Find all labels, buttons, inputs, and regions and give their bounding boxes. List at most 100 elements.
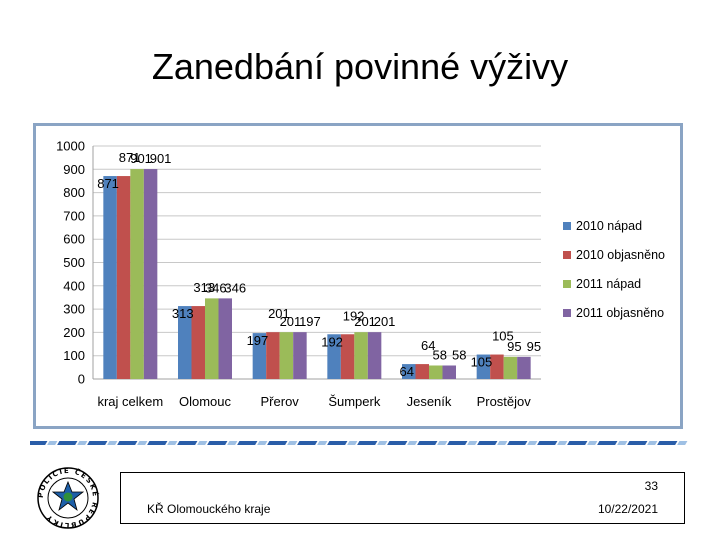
bar <box>191 306 205 379</box>
bar <box>266 332 280 379</box>
divider-dash <box>597 441 618 445</box>
divider-dash <box>347 441 358 445</box>
data-label: 58 <box>433 347 447 362</box>
bar <box>367 332 382 379</box>
bar <box>517 356 531 379</box>
data-label: 105 <box>471 355 493 370</box>
divider-dash <box>497 441 508 445</box>
divider-dash <box>477 441 498 445</box>
divider-dash <box>197 441 208 445</box>
data-label: 64 <box>400 364 414 379</box>
data-label: 95 <box>507 339 521 354</box>
y-tick-label: 600 <box>63 232 85 247</box>
bar <box>503 356 518 379</box>
bar <box>205 298 219 379</box>
divider-dash <box>117 441 138 445</box>
divider-dash <box>617 441 628 445</box>
page-number: 33 <box>644 479 658 493</box>
legend-label: 2010 objasněno <box>576 248 665 262</box>
chart-frame: 0 100 200 300 400 500 600 700 800 900 1000 871 871 90… <box>33 123 683 429</box>
bar <box>116 176 131 379</box>
divider-dash <box>507 441 528 445</box>
x-tick-label: kraj celkem <box>97 394 163 409</box>
bar <box>429 365 443 379</box>
data-label: 201 <box>374 314 396 329</box>
data-label: 901 <box>150 151 172 166</box>
data-label: 192 <box>321 334 343 349</box>
y-tick-label: 500 <box>63 255 85 270</box>
data-label: 64 <box>421 338 435 353</box>
y-tick-label: 800 <box>63 185 85 200</box>
divider-dash <box>47 441 58 445</box>
bar <box>252 333 267 379</box>
y-tick-label: 200 <box>63 325 85 340</box>
legend-label: 2011 nápad <box>576 277 641 291</box>
divider-dash <box>77 441 88 445</box>
divider-dash <box>207 441 228 445</box>
divider-dash <box>557 441 568 445</box>
bar <box>354 332 368 379</box>
divider-dash <box>447 441 468 445</box>
bar <box>442 365 456 379</box>
legend-swatch <box>563 309 571 317</box>
y-tick-label: 400 <box>63 278 85 293</box>
divider-dash <box>677 441 688 445</box>
data-label: 105 <box>492 329 514 344</box>
legend-swatch <box>563 222 571 230</box>
footer-date: 10/22/2021 <box>597 502 658 516</box>
divider-dash <box>377 441 388 445</box>
legend-swatch <box>563 280 571 288</box>
divider-dash <box>227 441 238 445</box>
bar <box>279 332 294 379</box>
data-label: 346 <box>205 280 227 295</box>
divider-dash <box>437 441 448 445</box>
y-tick-label: 300 <box>63 302 85 317</box>
bar <box>218 298 232 379</box>
data-label: 95 <box>527 339 541 354</box>
data-label: 201 <box>268 306 290 321</box>
bar <box>143 169 158 379</box>
divider-dash <box>647 441 658 445</box>
divider-dash <box>30 441 48 445</box>
divider-dash <box>317 441 328 445</box>
divider-dash <box>657 441 678 445</box>
divider-dash <box>167 441 178 445</box>
data-label: 201 <box>280 314 302 329</box>
divider-dash <box>407 441 418 445</box>
y-tick-label: 1000 <box>56 139 85 154</box>
slide-title: Zanedbání povinné výživy <box>151 46 569 87</box>
bar <box>327 334 341 379</box>
bar <box>130 169 144 379</box>
bar <box>476 354 491 379</box>
divider-dash <box>357 441 378 445</box>
data-label: 197 <box>299 314 321 329</box>
divider-dash <box>567 441 588 445</box>
data-label: 201 <box>354 314 376 329</box>
x-tick-label: Jeseník <box>407 394 452 409</box>
divider-dash <box>177 441 198 445</box>
bar <box>340 334 355 379</box>
divider-dash <box>237 441 258 445</box>
x-tick-label: Šumperk <box>328 394 381 409</box>
divider-dash <box>387 441 408 445</box>
data-label: 58 <box>452 347 466 362</box>
divider-dash <box>537 441 558 445</box>
bar <box>103 176 117 379</box>
divider-dash <box>107 441 118 445</box>
legend-swatch <box>563 251 571 259</box>
bar <box>490 354 504 379</box>
divider-dash <box>257 441 268 445</box>
divider-dash <box>57 441 78 445</box>
bar <box>402 364 416 379</box>
y-tick-label: 0 <box>78 372 85 387</box>
data-label: 901 <box>130 151 152 166</box>
bar <box>415 364 429 379</box>
divider-dash <box>297 441 318 445</box>
divider-dash <box>327 441 348 445</box>
data-label: 197 <box>247 333 269 348</box>
divider-dash <box>587 441 598 445</box>
bar <box>178 306 192 379</box>
legend-label: 2010 nápad <box>576 219 642 233</box>
x-tick-label: Olomouc <box>179 394 232 409</box>
divider-dash <box>287 441 298 445</box>
